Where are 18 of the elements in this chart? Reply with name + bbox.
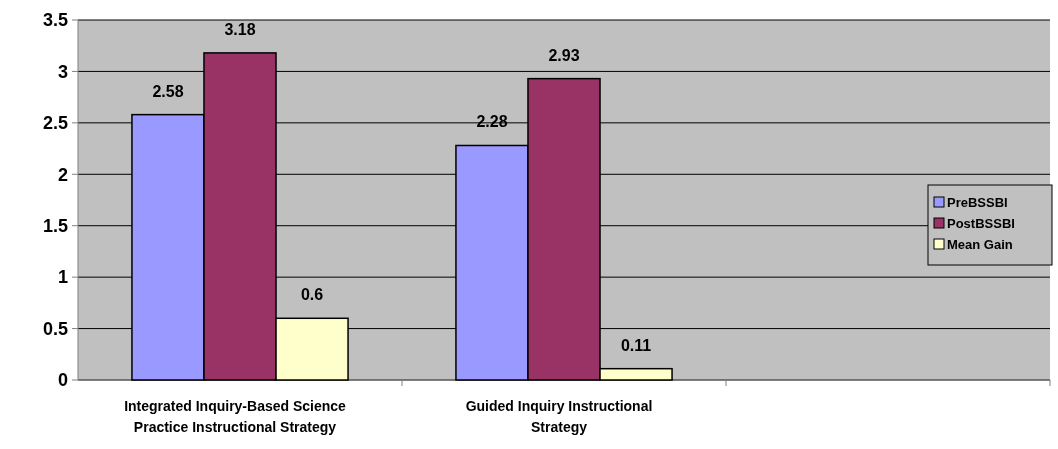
y-tick-label: 2: [57, 164, 68, 185]
data-label: 0.6: [300, 286, 324, 304]
data-label: 3.18: [224, 20, 256, 38]
legend-label: PostBSSBI: [947, 215, 1015, 231]
data-label: 2.58: [152, 82, 184, 100]
y-tick-label: 2.5: [42, 113, 68, 134]
x-tick-label: Integrated Inquiry-Based Science Practice Instructional Strategy: [124, 398, 347, 435]
data-label: 0.11: [620, 336, 652, 354]
y-tick-label: 1.5: [42, 216, 68, 237]
y-tick-label: 1: [57, 267, 68, 288]
y-tick-label: 3: [57, 61, 68, 82]
legend-label: Mean Gain: [947, 236, 1013, 252]
y-tick-label: 0: [57, 370, 68, 391]
y-tick-label: 0.5: [42, 318, 68, 339]
x-tick-label: Guided Inquiry Instructional Strategy: [465, 398, 653, 435]
legend-label: PreBSSBI: [947, 194, 1008, 210]
y-tick-label: 3.5: [42, 10, 68, 31]
data-label: 2.93: [548, 46, 580, 64]
